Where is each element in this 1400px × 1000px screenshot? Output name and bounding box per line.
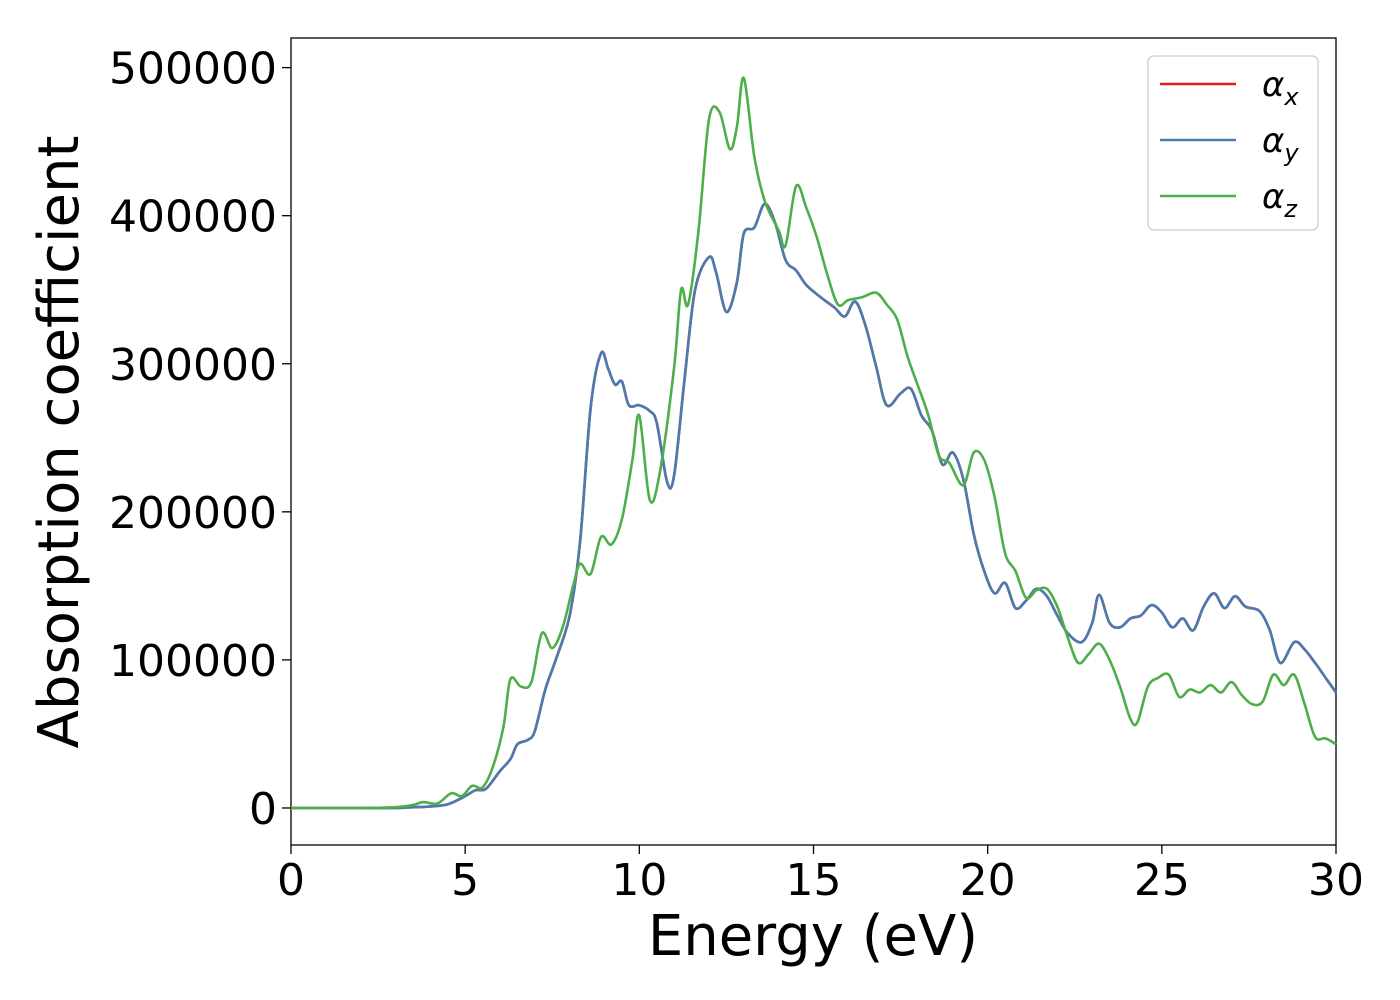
y-axis-title: Absorption coefficient — [27, 136, 92, 749]
x-tick-label: 0 — [277, 855, 305, 906]
x-axis-title: Energy (eV) — [648, 904, 978, 969]
series-line-x — [290, 202, 1338, 810]
x-tick-label: 30 — [1308, 855, 1364, 906]
x-tick-label: 5 — [451, 855, 479, 906]
y-axis-ticks: 0 100000 200000 300000 400000 500000 — [109, 44, 291, 835]
y-tick-label: 0 — [249, 784, 277, 835]
x-tick-label: 10 — [611, 855, 667, 906]
series-line-y — [290, 202, 1338, 810]
y-tick-label: 100000 — [109, 636, 277, 687]
y-tick-label: 400000 — [109, 192, 277, 243]
legend-box — [1147, 55, 1319, 231]
x-tick-label: 15 — [786, 855, 842, 906]
series-line-z — [290, 76, 1337, 810]
y-tick-label: 500000 — [109, 44, 277, 95]
x-axis-ticks: 0 5 10 15 20 25 30 — [277, 845, 1364, 906]
x-tick-label: 20 — [960, 855, 1016, 906]
x-tick-label: 25 — [1134, 855, 1190, 906]
series-group — [290, 76, 1338, 810]
y-tick-label: 300000 — [109, 340, 277, 391]
y-tick-label: 200000 — [109, 488, 277, 539]
